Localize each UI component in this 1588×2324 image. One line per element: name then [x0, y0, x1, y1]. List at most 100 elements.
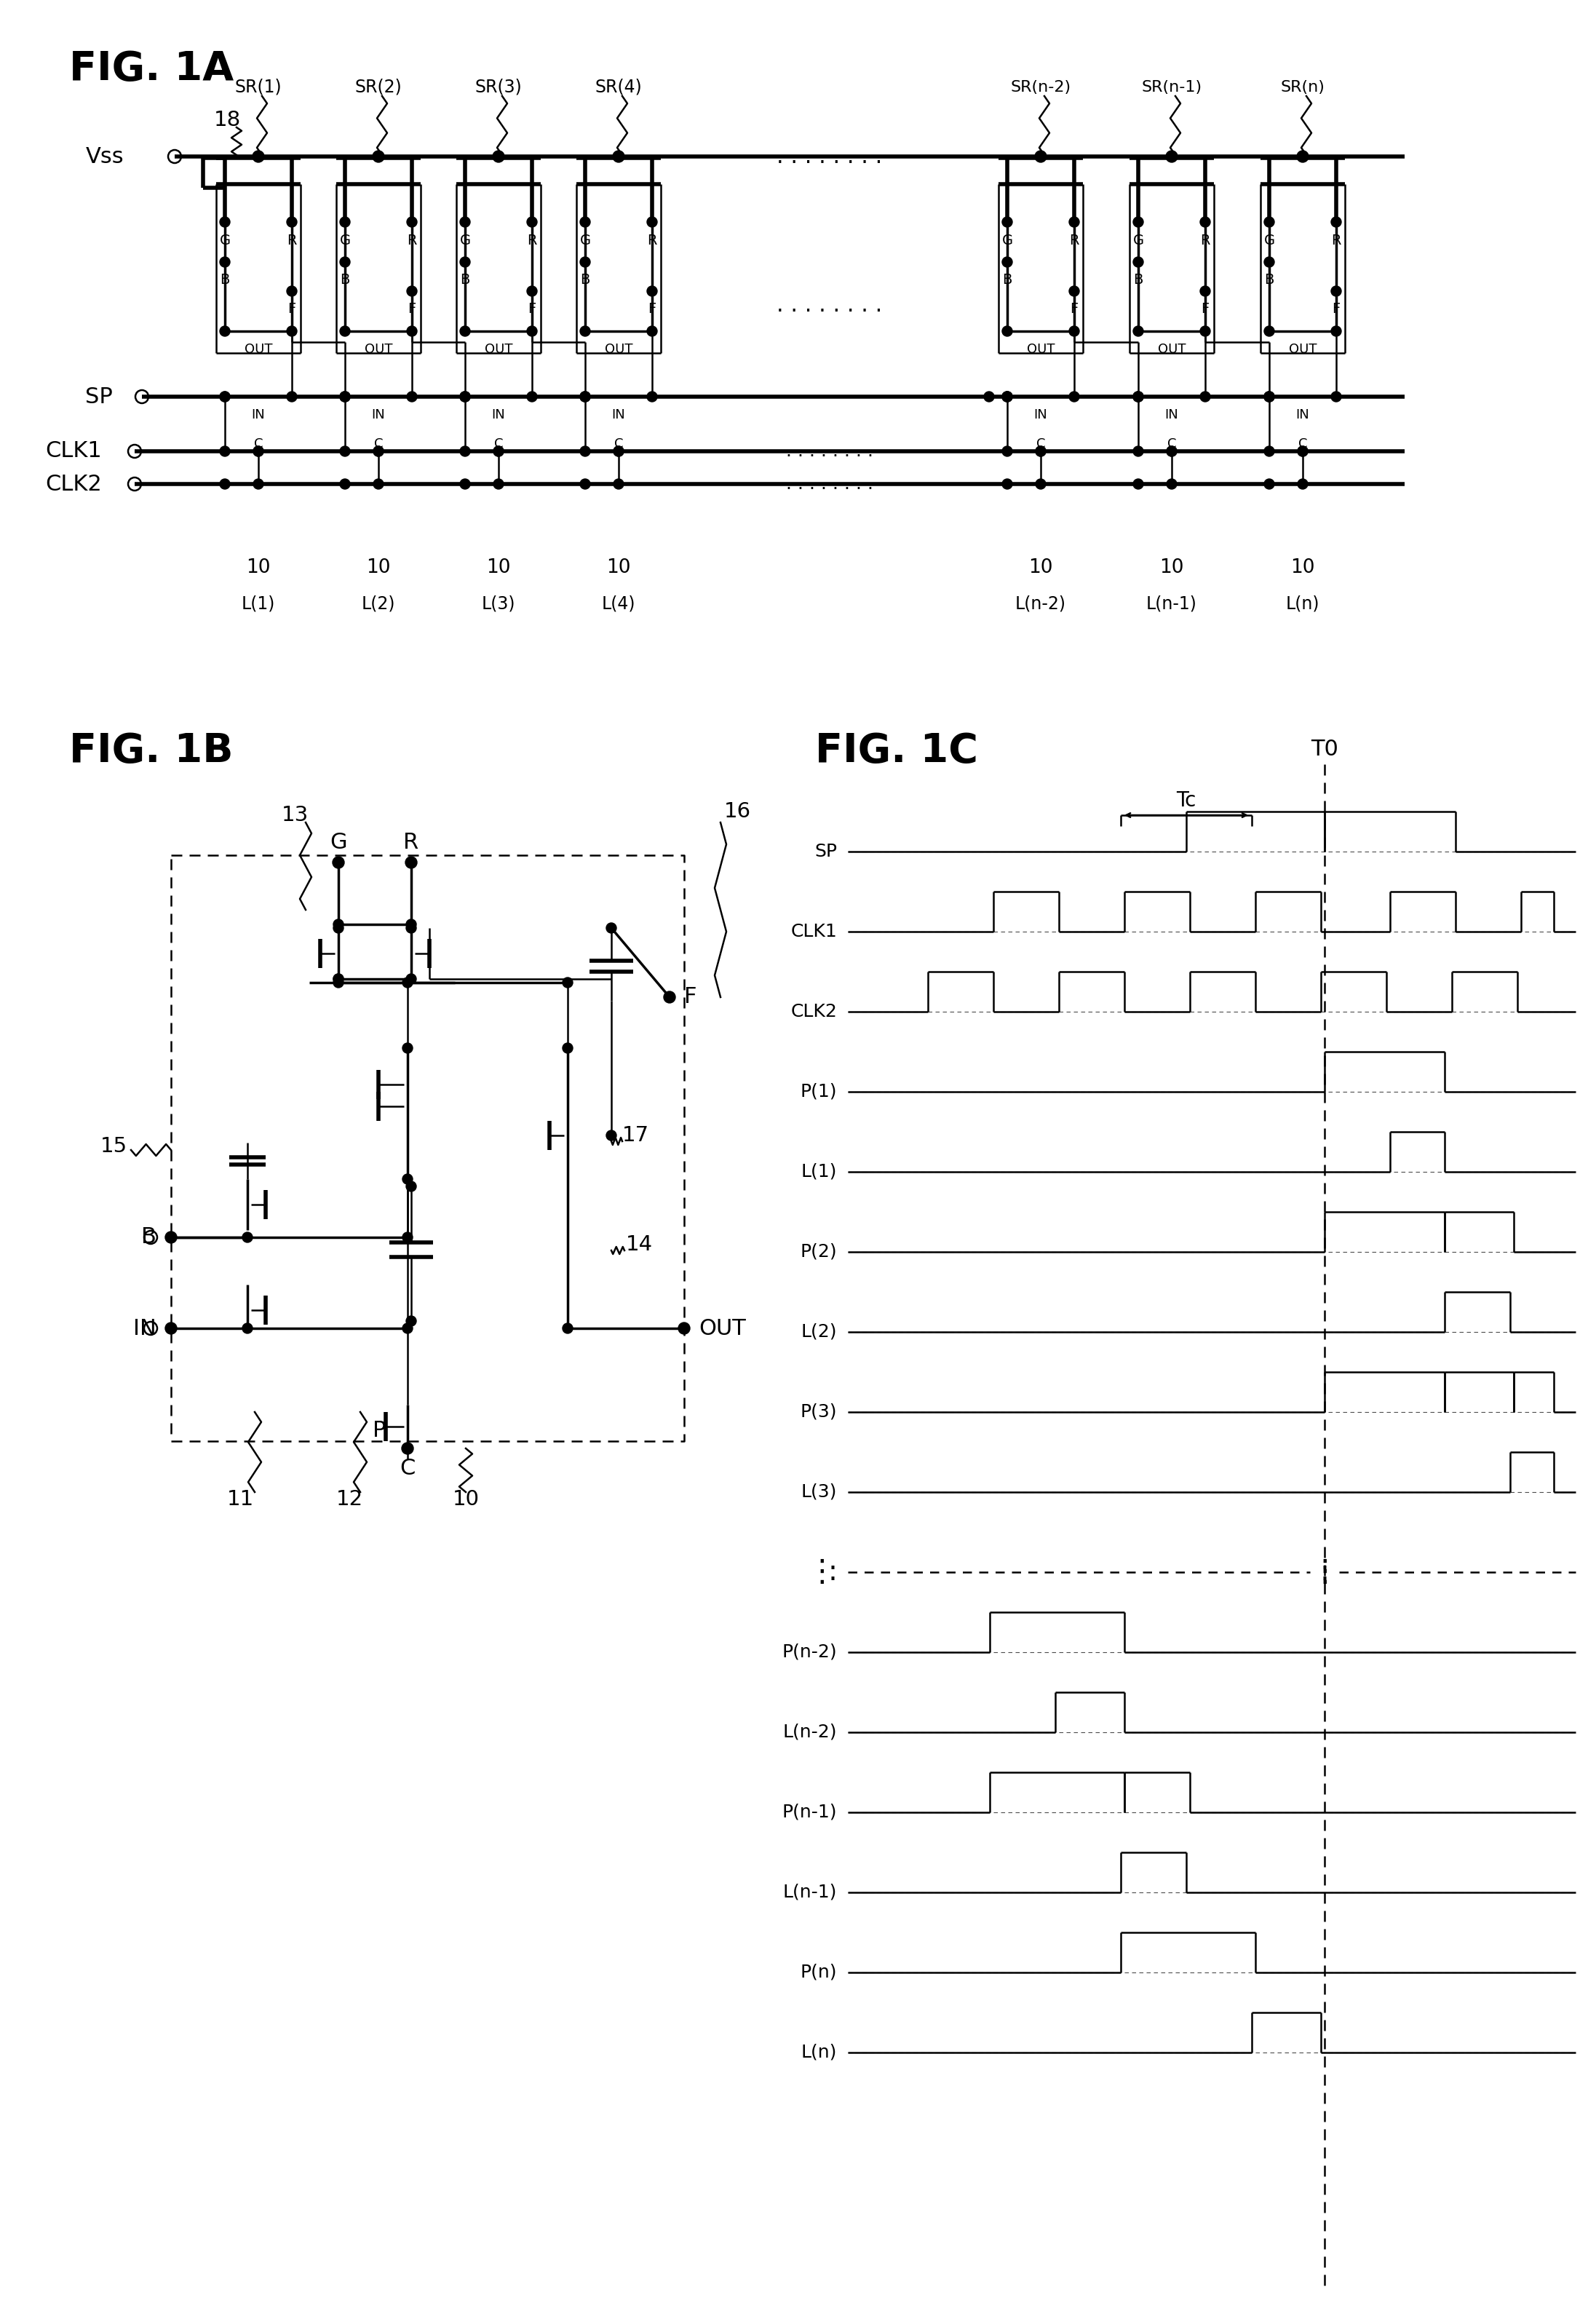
Circle shape [646, 216, 657, 228]
Circle shape [1002, 390, 1012, 402]
Circle shape [580, 446, 591, 456]
Text: G: G [1132, 232, 1143, 246]
Text: L(1): L(1) [800, 1162, 837, 1181]
Circle shape [1134, 258, 1143, 267]
Text: OUT: OUT [1027, 344, 1054, 356]
Text: G: G [459, 232, 470, 246]
Text: P(n-1): P(n-1) [781, 1803, 837, 1822]
Circle shape [461, 390, 470, 402]
Text: F: F [648, 302, 656, 316]
Circle shape [340, 390, 349, 402]
Text: SR(n-2): SR(n-2) [1010, 79, 1070, 95]
Text: 18: 18 [213, 109, 241, 130]
Circle shape [1201, 216, 1210, 228]
Circle shape [461, 390, 470, 402]
Circle shape [340, 325, 349, 337]
Text: ⋮: ⋮ [1310, 1557, 1340, 1587]
Text: OUT: OUT [1289, 344, 1316, 356]
Circle shape [252, 446, 264, 456]
Circle shape [562, 1043, 573, 1053]
Circle shape [461, 390, 470, 402]
Text: IN: IN [611, 409, 626, 421]
Circle shape [333, 920, 343, 930]
Circle shape [1297, 479, 1309, 488]
Text: F: F [684, 988, 697, 1009]
Circle shape [407, 920, 416, 930]
Circle shape [402, 1232, 413, 1243]
Circle shape [1264, 325, 1274, 337]
Text: SR(3): SR(3) [475, 79, 522, 95]
Text: IN: IN [372, 409, 386, 421]
Circle shape [407, 216, 418, 228]
Circle shape [494, 446, 503, 456]
Text: SR(n): SR(n) [1280, 79, 1324, 95]
Text: L(1): L(1) [241, 595, 275, 614]
Circle shape [1002, 390, 1012, 402]
Circle shape [1134, 390, 1143, 402]
Circle shape [461, 325, 470, 337]
Text: . . . . . . . .: . . . . . . . . [786, 442, 873, 460]
Circle shape [287, 325, 297, 337]
Circle shape [1297, 446, 1309, 456]
Circle shape [1297, 446, 1309, 456]
Circle shape [1002, 446, 1012, 456]
Circle shape [1134, 390, 1143, 402]
Circle shape [562, 1322, 573, 1334]
Circle shape [340, 216, 349, 228]
Circle shape [1134, 216, 1143, 228]
Circle shape [165, 1322, 176, 1334]
Circle shape [252, 479, 264, 488]
Circle shape [646, 286, 657, 295]
Circle shape [1331, 286, 1342, 295]
Text: OUT: OUT [699, 1318, 746, 1339]
Text: F: F [287, 302, 295, 316]
Circle shape [373, 446, 384, 456]
Text: Tc: Tc [1177, 790, 1196, 811]
Circle shape [333, 974, 343, 983]
Circle shape [580, 390, 591, 402]
Circle shape [165, 1232, 176, 1243]
Text: F: F [1070, 302, 1078, 316]
Circle shape [607, 923, 616, 934]
Circle shape [492, 151, 505, 163]
Text: G: G [1002, 232, 1013, 246]
Circle shape [333, 974, 343, 983]
Circle shape [1167, 446, 1177, 456]
Text: IN: IN [133, 1318, 157, 1339]
Text: CLK2: CLK2 [46, 474, 102, 495]
Circle shape [287, 390, 297, 402]
Circle shape [1264, 258, 1274, 267]
Circle shape [402, 978, 413, 988]
Text: L(n-2): L(n-2) [783, 1724, 837, 1741]
Text: B: B [1002, 274, 1012, 288]
Text: FIG. 1A: FIG. 1A [70, 49, 233, 88]
Circle shape [402, 1043, 413, 1053]
Text: P: P [372, 1420, 386, 1441]
Circle shape [1201, 325, 1210, 337]
Text: ⋮: ⋮ [807, 1557, 837, 1587]
Text: F: F [1332, 302, 1340, 316]
Text: F: F [408, 302, 416, 316]
Circle shape [407, 923, 416, 934]
Text: 10: 10 [1159, 558, 1185, 576]
Circle shape [613, 446, 624, 456]
Circle shape [340, 258, 349, 267]
Circle shape [1166, 151, 1178, 163]
Circle shape [461, 446, 470, 456]
Circle shape [1002, 390, 1012, 402]
Text: B: B [1264, 274, 1274, 288]
Circle shape [219, 390, 230, 402]
Circle shape [340, 390, 349, 402]
Text: IN: IN [1034, 409, 1048, 421]
Text: 10: 10 [246, 558, 270, 576]
Circle shape [287, 286, 297, 295]
Circle shape [1035, 446, 1046, 456]
Circle shape [664, 992, 675, 1004]
Circle shape [287, 216, 297, 228]
Circle shape [1002, 216, 1012, 228]
Text: C: C [1035, 437, 1045, 451]
Text: SR(n-1): SR(n-1) [1142, 79, 1202, 95]
Circle shape [613, 446, 624, 456]
Text: R: R [403, 832, 419, 853]
Text: C: C [494, 437, 503, 451]
